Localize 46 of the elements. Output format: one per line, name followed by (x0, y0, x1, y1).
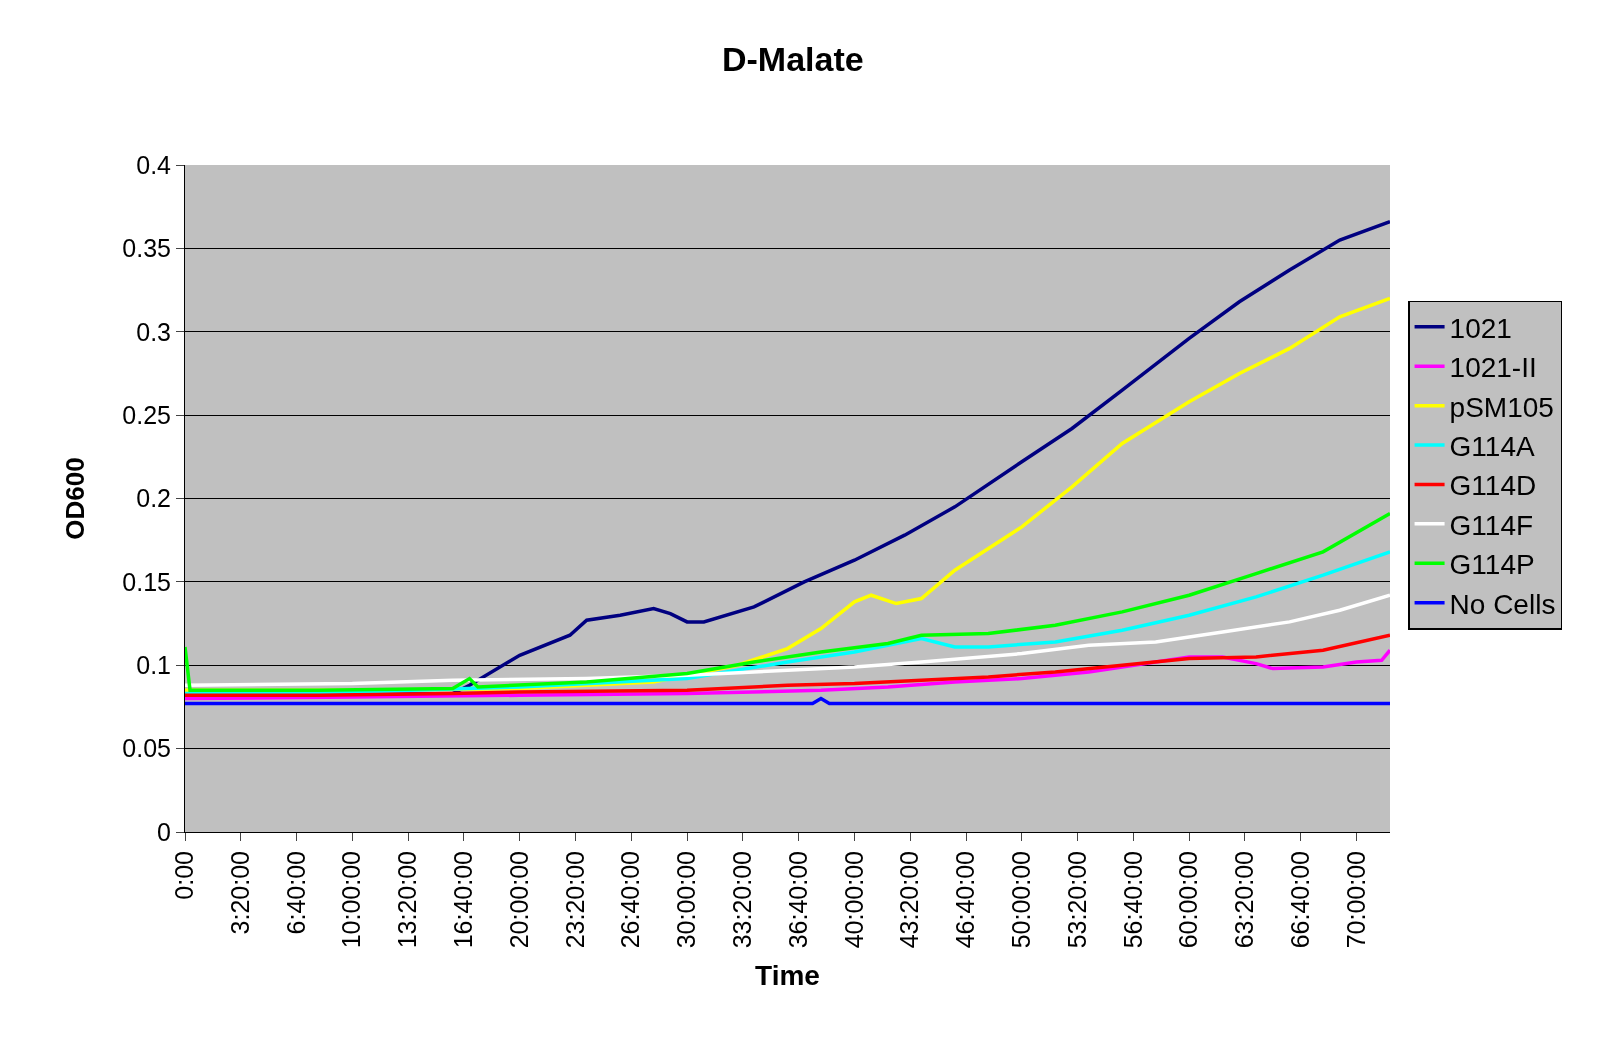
y-axis-title: OD600 (59, 457, 90, 540)
x-tick-label: 23:20:00 (560, 851, 589, 949)
x-tick-label: 0:00 (170, 851, 199, 900)
legend-label: 1021-II (1449, 352, 1537, 384)
y-tick-label: 0.05 (122, 734, 171, 763)
x-tick-label: 33:20:00 (727, 851, 756, 949)
y-tick-label: 0.15 (122, 567, 171, 596)
legend-label: No Cells (1449, 588, 1556, 620)
x-tick-label: 20:00:00 (504, 851, 533, 949)
x-tick-label: 16:40:00 (449, 851, 478, 949)
legend-label: G114F (1449, 509, 1534, 541)
x-tick-label: 10:00:00 (337, 851, 366, 949)
legend-label: G114P (1449, 549, 1535, 581)
y-tick-label: 0.35 (122, 234, 171, 263)
legend-label: G114A (1449, 430, 1535, 462)
line-series (185, 633, 1390, 698)
x-tick-label: 6:40:00 (281, 851, 310, 935)
line-series (185, 593, 1390, 688)
legend-label: 1021 (1449, 312, 1512, 344)
y-tick-label: 0 (157, 817, 171, 846)
x-tick-label: 70:00:00 (1341, 851, 1370, 949)
y-tick-label: 0.25 (122, 400, 171, 429)
y-tick-label: 0.2 (136, 484, 171, 513)
chart-title: D-Malate (721, 40, 864, 79)
legend-label: G114D (1449, 470, 1537, 502)
x-tick-label: 40:00:00 (839, 851, 868, 949)
x-tick-label: 26:40:00 (616, 851, 645, 949)
x-tick-label: 63:20:00 (1230, 851, 1259, 949)
line-series (185, 511, 1390, 693)
x-tick-label: 30:00:00 (672, 851, 701, 949)
x-tick-label: 50:00:00 (1006, 851, 1035, 949)
y-tick-label: 0.3 (136, 317, 171, 346)
x-tick-label: 43:20:00 (895, 851, 924, 949)
x-tick-label: 46:40:00 (951, 851, 980, 949)
x-axis-title: Time (755, 960, 820, 992)
x-tick-label: 60:00:00 (1174, 851, 1203, 949)
y-tick-label: 0.4 (136, 150, 172, 179)
x-tick-label: 3:20:00 (225, 851, 254, 935)
x-tick-label: 36:40:00 (783, 851, 812, 949)
x-tick-label: 66:40:00 (1285, 851, 1314, 949)
line-series (185, 648, 1390, 701)
y-tick-label: 0.1 (136, 651, 171, 679)
x-tick-label: 56:40:00 (1118, 851, 1147, 949)
legend-label: pSM105 (1449, 391, 1554, 423)
x-tick-label: 53:20:00 (1062, 851, 1091, 949)
x-tick-label: 13:20:00 (393, 851, 422, 949)
